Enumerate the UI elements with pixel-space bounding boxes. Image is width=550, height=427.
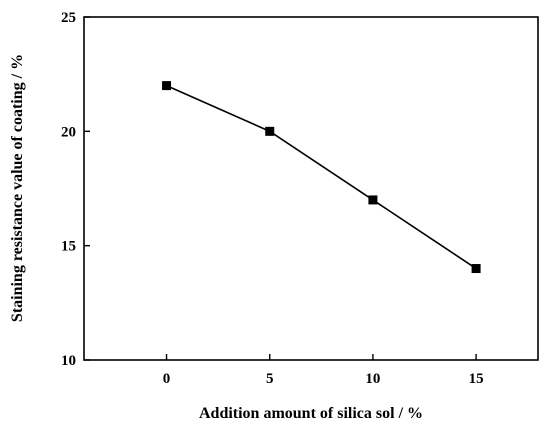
x-axis-title: Addition amount of silica sol / % [199,405,423,422]
data-point-marker [368,195,378,205]
x-tick-label: 10 [365,371,380,387]
y-tick-label: 10 [61,353,76,369]
x-tick-label: 5 [266,371,274,387]
series-line [166,84,477,270]
y-axis-ticks: 10 15 20 25 [61,10,90,369]
y-tick-label: 20 [61,124,76,140]
y-tick-label: 25 [61,10,76,26]
data-point-marker [162,81,172,91]
y-tick-label: 15 [61,239,76,255]
data-point-marker [265,126,275,136]
x-tick-label: 0 [163,371,171,387]
plot-frame [83,16,539,361]
x-tick-label: 15 [469,371,484,387]
data-point-marker [471,264,481,274]
y-axis-title: Staining resistance value of coating / % [9,54,26,322]
x-axis-ticks: 0 5 10 15 [163,354,484,387]
series-layer [162,81,481,274]
